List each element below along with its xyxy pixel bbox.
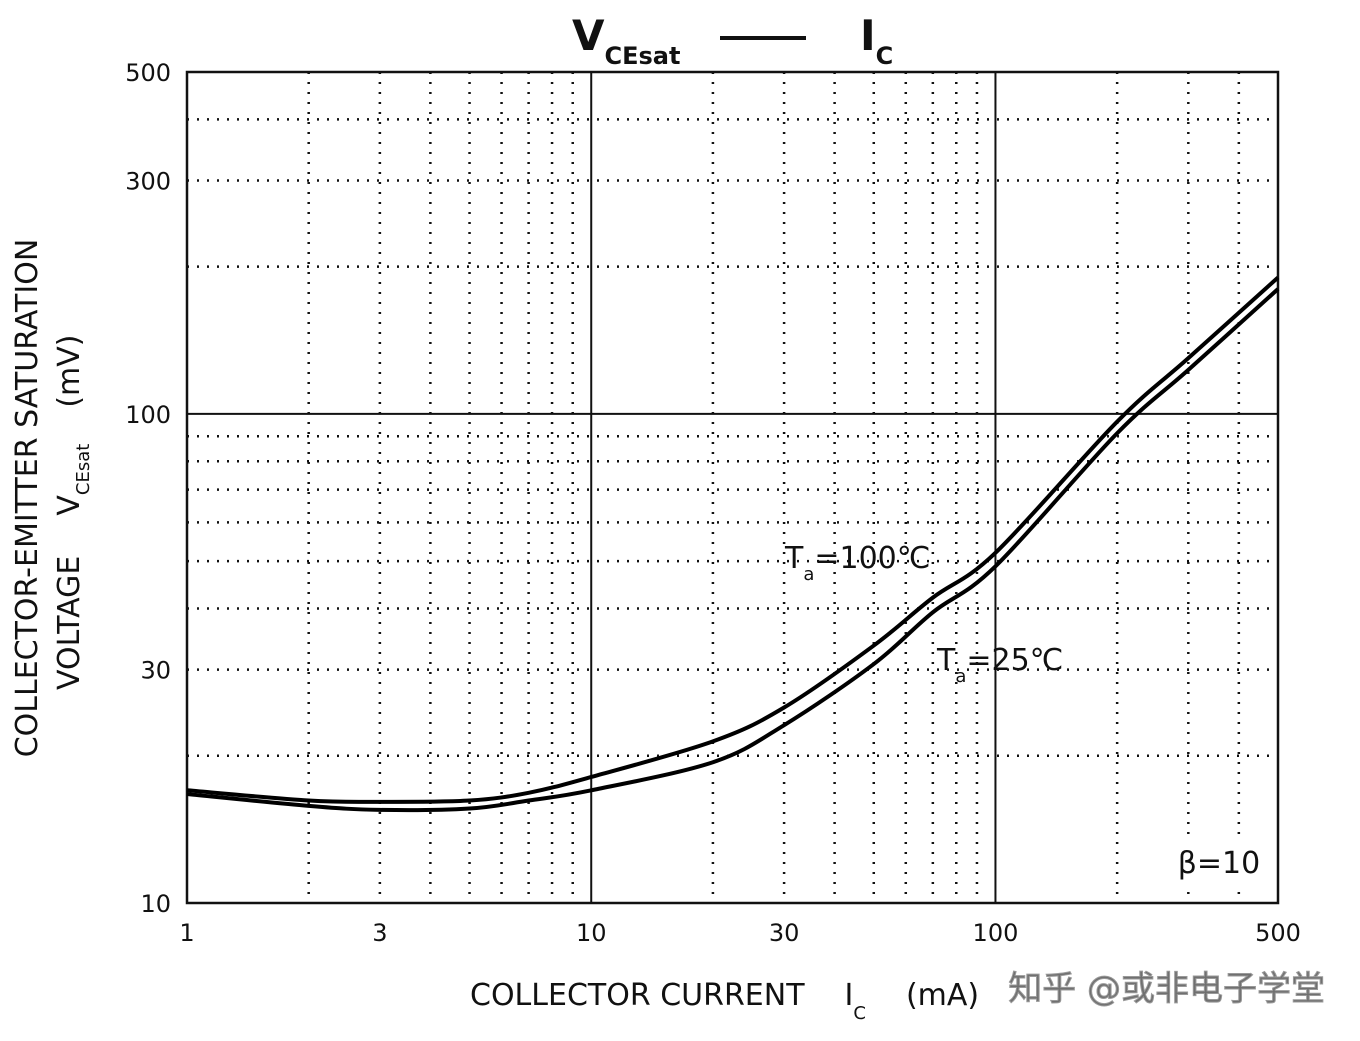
curve-label: Ta=100℃ — [784, 541, 930, 585]
x-axis-label-part: (mA) — [906, 978, 979, 1013]
chart-title: VCEsat — [572, 11, 680, 70]
x-tick-label: 100 — [973, 919, 1019, 947]
curve — [186, 276, 1280, 804]
x-axis-label-part: C — [853, 1003, 866, 1024]
x-axis-label-part: I — [845, 978, 854, 1013]
y-tick-label: 100 — [125, 401, 171, 429]
y-tick-label: 30 — [140, 657, 171, 685]
y-axis-label-part: V — [52, 495, 87, 516]
curve-label-part: =25℃ — [966, 643, 1063, 678]
y-axis-label: VOLTAGE VCEsat (mV) — [52, 335, 94, 691]
chart-title-part: I — [860, 11, 876, 60]
x-tick-label: 30 — [769, 919, 800, 947]
annotation-box — [1172, 838, 1262, 886]
curve-label-part: a — [955, 666, 966, 687]
y-tick-label: 500 — [125, 59, 171, 87]
curve-label-part: T — [784, 541, 804, 576]
x-axis-label: COLLECTOR CURRENT IC (mA) — [470, 978, 979, 1024]
curve — [186, 287, 1280, 813]
watermark: 知乎 @或非电子学堂 — [1008, 969, 1325, 1009]
curve-label: Ta=25℃ — [936, 643, 1063, 687]
x-tick-label: 3 — [372, 919, 387, 947]
y-axis-label-part: CEsat — [73, 444, 94, 495]
chart-title-part: C — [876, 42, 894, 70]
y-tick-label: 10 — [140, 890, 171, 918]
x-tick-label: 500 — [1255, 919, 1301, 947]
y-axis-label: COLLECTOR-EMITTER SATURATION — [10, 239, 45, 758]
annotation: β=10 — [1178, 846, 1260, 881]
y-axis-label-part: VOLTAGE — [52, 556, 87, 690]
chart-title-part: CEsat — [605, 42, 681, 70]
curve-label-part: a — [803, 564, 814, 585]
y-axis-label-part: (mV) — [52, 335, 87, 408]
x-axis-label-part: COLLECTOR CURRENT — [470, 978, 805, 1013]
x-tick-label: 1 — [179, 919, 194, 947]
y-tick-label: 300 — [125, 168, 171, 196]
chart-title: IC — [860, 11, 893, 70]
chart-title-part: V — [572, 11, 605, 60]
x-tick-label: 10 — [576, 919, 607, 947]
curve-label-part: =100℃ — [814, 541, 930, 576]
plot-frame — [185, 70, 1280, 905]
curve-label-part: T — [936, 643, 956, 678]
